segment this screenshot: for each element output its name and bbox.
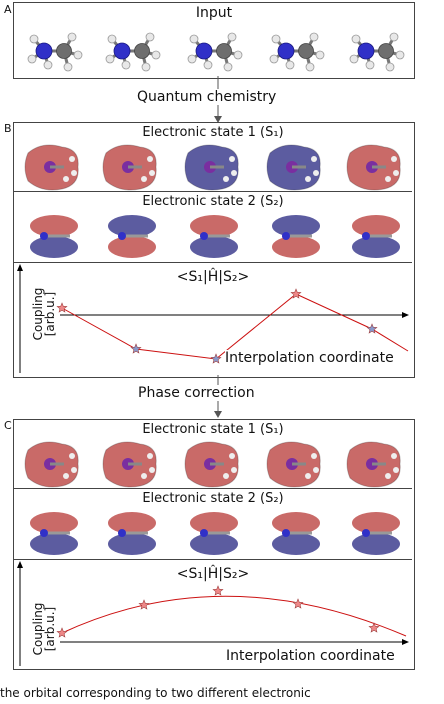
panel-c: Electronic state 1 (S₁) Electronic state…: [13, 419, 415, 670]
orbital-state2: [272, 512, 320, 555]
data-point: [56, 302, 68, 313]
data-point: [212, 585, 224, 596]
panel-b-state2: Electronic state 2 (S₂): [14, 192, 412, 263]
panel-b-ylabel-line2: [arb.u.]: [43, 291, 57, 337]
step-phase-correction: Phase correction: [135, 385, 258, 401]
panel-b-state1-title: Electronic state 1 (S₁): [142, 125, 284, 140]
orbital-state2: [108, 215, 156, 258]
coupling-curve: [61, 595, 407, 637]
panel-c-state2: Electronic state 2 (S₂): [14, 489, 412, 560]
data-point: [56, 627, 68, 638]
panel-c-ylabel-line2: [arb.u.]: [43, 606, 57, 652]
panel-a-title: Input: [195, 5, 233, 21]
data-point: [366, 323, 378, 334]
panel-c-state1-orbitals: [24, 441, 401, 488]
panel-b-state2-title: Electronic state 2 (S₂): [142, 194, 284, 209]
data-point: [130, 343, 142, 354]
panel-c-coupling-plot: <S₁|Ĥ|S₂> Coupling [arb.u.] Interpolatio…: [14, 560, 412, 668]
panel-c-plot-title: <S₁|Ĥ|S₂>: [176, 566, 250, 582]
orbital-state1: [24, 144, 79, 191]
orbital-state2: [30, 215, 78, 258]
panel-c-state1: Electronic state 1 (S₁): [14, 420, 412, 489]
orbital-state2: [352, 215, 400, 258]
data-point: [368, 622, 380, 633]
orbital-state1: [346, 441, 401, 488]
panel-b-plot: [17, 264, 409, 373]
x-axis-arrow: [402, 639, 409, 645]
orbital-state2: [352, 512, 400, 555]
orbital-state1: [266, 441, 321, 488]
orbital-state2: [272, 215, 320, 258]
data-point: [210, 353, 222, 364]
panel-c-xlabel: Interpolation coordinate: [226, 648, 395, 664]
orbital-state2: [108, 512, 156, 555]
x-axis-arrow: [402, 312, 409, 318]
panel-b-coupling-plot: <S₁|Ĥ|S₂> Coupling [arb.u.] Interpolatio…: [14, 263, 412, 376]
panel-b-plot-title: <S₁|Ĥ|S₂>: [176, 269, 250, 285]
input-molecule: [269, 32, 325, 72]
orbital-state1: [24, 441, 79, 488]
data-point: [138, 599, 150, 610]
data-point: [292, 598, 304, 609]
coupling-curve: [61, 293, 409, 360]
panel-a-letter: A: [4, 3, 12, 16]
orbital-state1: [102, 441, 157, 488]
orbital-state2: [30, 512, 78, 555]
orbital-state1: [184, 441, 239, 488]
panel-b-state1: Electronic state 1 (S₁): [14, 123, 412, 192]
panel-c-state1-title: Electronic state 1 (S₁): [142, 422, 284, 437]
orbital-state1: [266, 144, 321, 191]
panel-b-state1-orbitals: [24, 144, 401, 191]
input-molecule: [349, 32, 405, 72]
orbital-state1: [346, 144, 401, 191]
input-molecule: [27, 32, 83, 72]
orbital-state1: [184, 144, 239, 191]
orbital-state2: [190, 512, 238, 555]
panel-c-ylabel: Coupling [arb.u.]: [20, 596, 57, 666]
panel-c-plot: [17, 561, 409, 666]
panel-a-input: Input: [13, 2, 415, 79]
panel-b-ylabel: Coupling [arb.u.]: [20, 281, 57, 351]
orbital-state1: [102, 144, 157, 191]
input-molecule: [187, 32, 243, 72]
figure-caption: the orbital corresponding to two differe…: [0, 686, 311, 700]
panel-b-letter: B: [4, 122, 12, 135]
y-axis-arrow: [17, 561, 23, 568]
step-quantum-chemistry: Quantum chemistry: [134, 89, 280, 105]
panel-c-state2-title: Electronic state 2 (S₂): [142, 491, 284, 506]
input-molecules: [27, 32, 405, 72]
y-axis-arrow: [17, 264, 23, 271]
panel-b-xlabel: Interpolation coordinate: [225, 350, 394, 366]
orbital-state2: [190, 215, 238, 258]
panel-b-state2-orbitals: [30, 215, 400, 258]
panel-b: Electronic state 1 (S₁) Electronic state…: [13, 122, 415, 378]
input-molecule: [105, 32, 161, 72]
panel-c-state2-orbitals: [30, 512, 400, 555]
data-point: [290, 288, 302, 299]
panel-c-letter: C: [4, 419, 12, 432]
